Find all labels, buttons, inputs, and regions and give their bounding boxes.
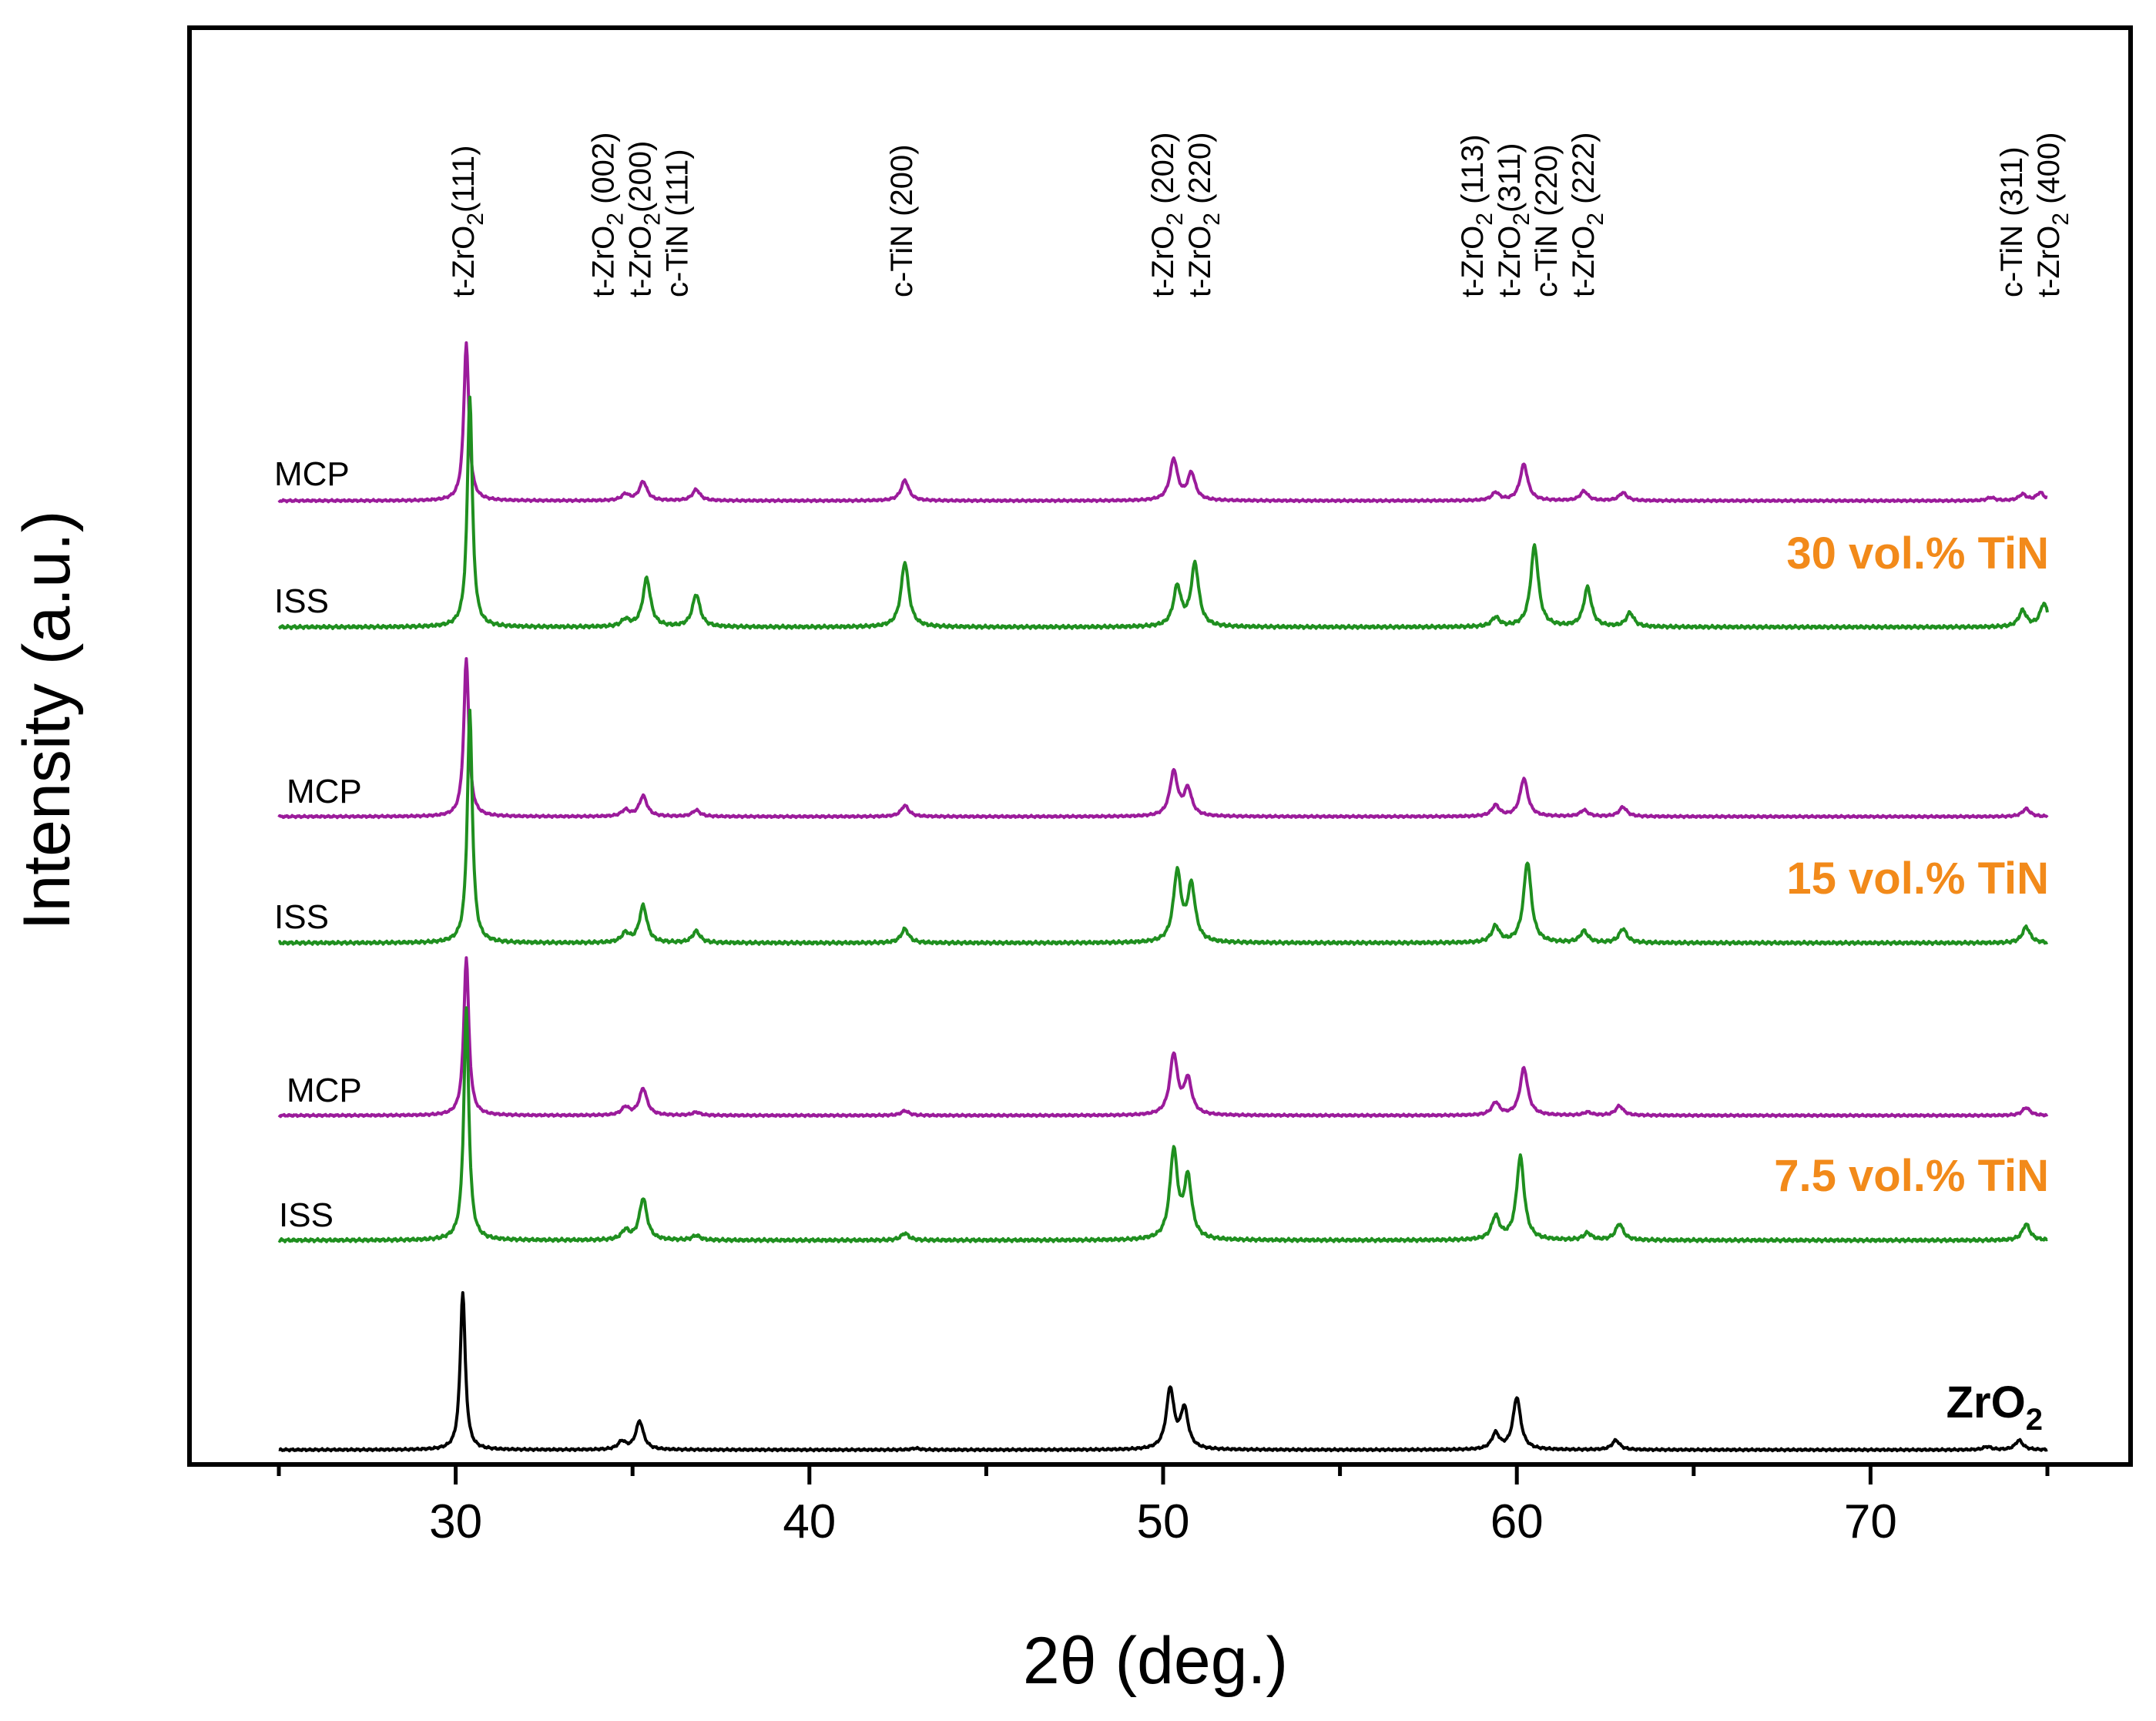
trace-zro2	[278, 1291, 2048, 1453]
trace-iss-30	[277, 395, 2049, 630]
trace-label-mcp: MCP	[287, 773, 362, 810]
trace-label-mcp: MCP	[287, 1072, 362, 1109]
trace-label-iss: ISS	[279, 1196, 334, 1234]
peak-annotation-part: (002)	[586, 133, 620, 213]
peak-annotation-label: t-ZrO2(200)	[623, 141, 665, 297]
peak-annotation-part: t-ZrO	[447, 226, 481, 297]
peak-annotation-label: t-ZrO2 (202)	[1146, 133, 1188, 298]
group-label: 7.5 vol.% TiN	[1774, 1151, 2049, 1201]
peak-annotation-part: 2	[463, 213, 488, 226]
peak-annotation-label: t-ZrO2 (222)	[1567, 133, 1608, 298]
x-tick-label: 40	[783, 1495, 836, 1548]
peak-annotation-part: 2	[602, 213, 628, 226]
peak-annotation-part: (311)	[1493, 143, 1527, 213]
peak-annotation-part: t-ZrO	[2032, 226, 2066, 297]
peak-annotation-part: (202)	[1146, 133, 1180, 213]
peak-annotation-part: 2	[1583, 213, 1608, 226]
group-label: 15 vol.% TiN	[1786, 854, 2049, 904]
peak-annotation-label: t-ZrO2 (113)	[1456, 134, 1497, 297]
x-axis: 30 40 50 60 70	[277, 1464, 2050, 1548]
peak-annotation-label: t-ZrO2 (400)	[2032, 133, 2074, 298]
peak-annotation-part: c-TiN (220)	[1530, 144, 1564, 297]
peak-annotation-part: t-ZrO	[1146, 226, 1180, 297]
peak-annotation-label: t-ZrO2(111)	[447, 146, 488, 297]
peak-annotation-part: 2	[1199, 213, 1225, 226]
peak-annotation-part: (400)	[2032, 133, 2066, 213]
peak-annotation-part: (222)	[1567, 133, 1601, 213]
peak-annotation-label: c-TiN (111)	[660, 149, 694, 297]
peak-annotation-label: t-ZrO2 (002)	[586, 133, 628, 298]
peak-annotation-label: c-TiN (220)	[1530, 144, 1564, 297]
peak-annotation-part: c-TiN (111)	[660, 149, 694, 297]
trace-mcp-30	[277, 341, 2048, 504]
peak-annotation-part: 2	[1472, 213, 1497, 226]
peak-annotation-label: c-TiN (311)	[1995, 146, 2029, 297]
peak-annotation-part: (200)	[623, 141, 657, 213]
x-tick-label: 30	[429, 1495, 482, 1548]
peak-annotation-label: t-ZrO2 (220)	[1183, 133, 1225, 298]
trace-label-mcp: MCP	[274, 455, 350, 493]
trace-iss-7.5	[277, 1006, 2048, 1243]
peak-annotation-part: (111)	[447, 146, 481, 213]
peak-annotation-label: c-TiN (200)	[885, 144, 919, 297]
peak-annotation-part: 2	[639, 213, 665, 226]
trace-iss-15	[277, 708, 2049, 946]
traces	[277, 341, 2049, 1453]
peak-annotation-part: t-ZrO	[1456, 226, 1490, 297]
zro2-label-base: ZrO	[1946, 1377, 2026, 1427]
trace-mcp-15	[277, 657, 2049, 820]
x-tick-label: 50	[1137, 1495, 1190, 1548]
peak-annotation-part: (113)	[1456, 134, 1490, 213]
peak-annotation-part: c-TiN (311)	[1995, 146, 2029, 297]
x-tick-label: 60	[1490, 1495, 1544, 1548]
plot-frame	[187, 25, 2133, 1467]
trace-mcp-7.5	[277, 956, 2049, 1119]
y-axis-title: Intensity (a.u.)	[10, 511, 84, 931]
peak-annotation-label: t-ZrO2(311)	[1493, 143, 1534, 297]
x-axis-title: 2θ (deg.)	[1023, 1624, 1288, 1698]
x-tick-label: 70	[1844, 1495, 1897, 1548]
trace-label-iss: ISS	[274, 582, 329, 620]
zro2-label-subscript: 2	[2026, 1403, 2043, 1437]
peak-annotation-part: t-ZrO	[1183, 226, 1217, 297]
zro2-label: ZrO2	[1946, 1377, 2043, 1437]
peak-annotation-part: 2	[1509, 213, 1534, 226]
trace-labels: MCP ISS MCP ISS MCP ISS 30 vol.% TiN 15 vol.% T…	[274, 455, 2049, 1437]
peak-annotation-part: t-ZrO	[1493, 226, 1527, 297]
peak-annotations: t-ZrO2(111)t-ZrO2 (002)t-ZrO2(200) c-TiN …	[447, 133, 2074, 298]
peak-annotation-part: t-ZrO	[586, 226, 620, 297]
trace-label-iss: ISS	[274, 898, 329, 936]
peak-annotation-part: t-ZrO	[1567, 226, 1601, 297]
group-label: 30 vol.% TiN	[1786, 528, 2049, 579]
peak-annotation-part: 2	[2048, 213, 2074, 226]
peak-annotation-part: c-TiN (200)	[885, 144, 919, 297]
peak-annotation-part: t-ZrO	[623, 226, 657, 297]
peak-annotation-part: (220)	[1183, 133, 1217, 213]
peak-annotation-part: 2	[1162, 213, 1188, 226]
